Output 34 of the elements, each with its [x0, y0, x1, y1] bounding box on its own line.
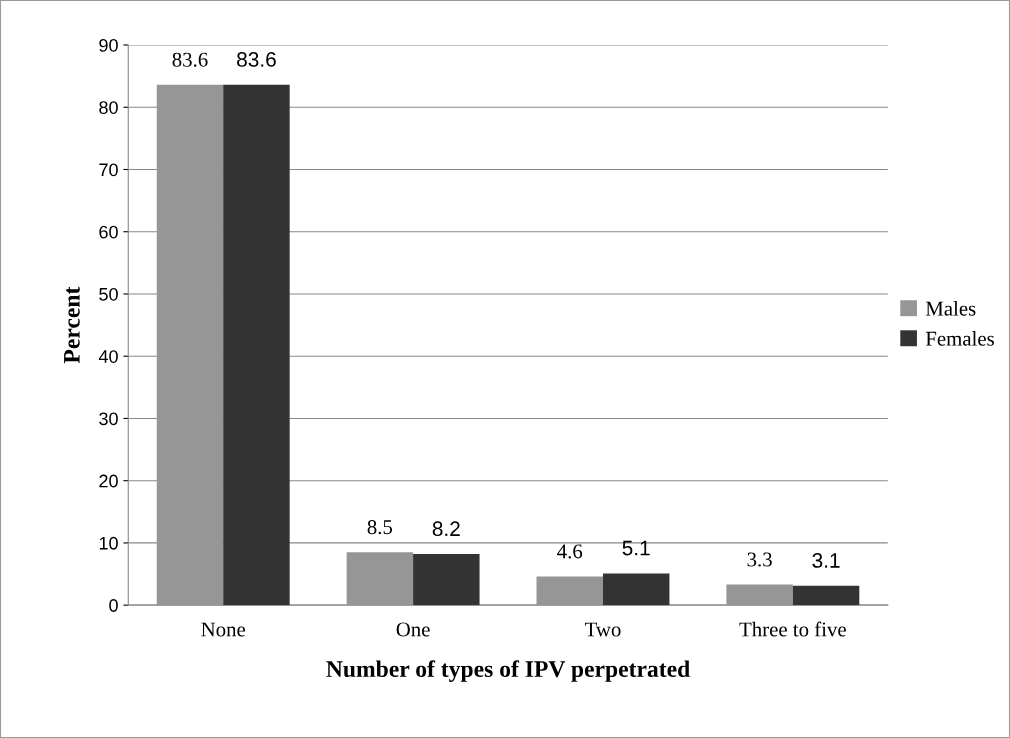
y-tick-label: 10: [99, 536, 118, 550]
bar: [346, 552, 414, 606]
bar: [602, 573, 670, 606]
y-tick-label: 90: [99, 38, 118, 52]
y-tick-label: 60: [99, 225, 118, 239]
x-tick-label: Two: [584, 622, 621, 637]
bar: [792, 585, 860, 606]
x-tick-label: Three to five: [739, 621, 846, 637]
bar: [413, 554, 480, 606]
bar: [156, 84, 224, 606]
bar: [223, 84, 290, 606]
data-label: 83.6: [237, 52, 276, 67]
data-label: 4.6: [557, 544, 583, 559]
y-tick-label: 70: [99, 163, 118, 177]
data-label: 8.5: [367, 520, 393, 535]
legend-label: Females: [925, 331, 994, 346]
data-label: 83.6: [172, 52, 208, 67]
bar: [536, 576, 603, 606]
y-tick-label: 80: [99, 101, 118, 114]
x-tick-label: One: [396, 622, 430, 637]
data-label: 5.1: [622, 540, 650, 556]
y-tick-label: 30: [99, 412, 118, 426]
data-label: 3.3: [747, 552, 772, 567]
y-axis-title: Percent: [64, 286, 80, 364]
x-axis-title: Number of types of IPV perpetrated: [326, 660, 690, 682]
y-tick-label: 0: [109, 599, 118, 612]
y-tick-label: 50: [99, 287, 118, 301]
bar: [726, 584, 793, 606]
y-tick-label: 20: [99, 474, 118, 488]
x-tick-label: None: [201, 622, 246, 637]
y-tick-label: 40: [98, 350, 118, 363]
legend-label: Males: [925, 300, 976, 316]
data-label: 3.1: [812, 553, 840, 568]
data-label: 8.2: [432, 521, 460, 537]
